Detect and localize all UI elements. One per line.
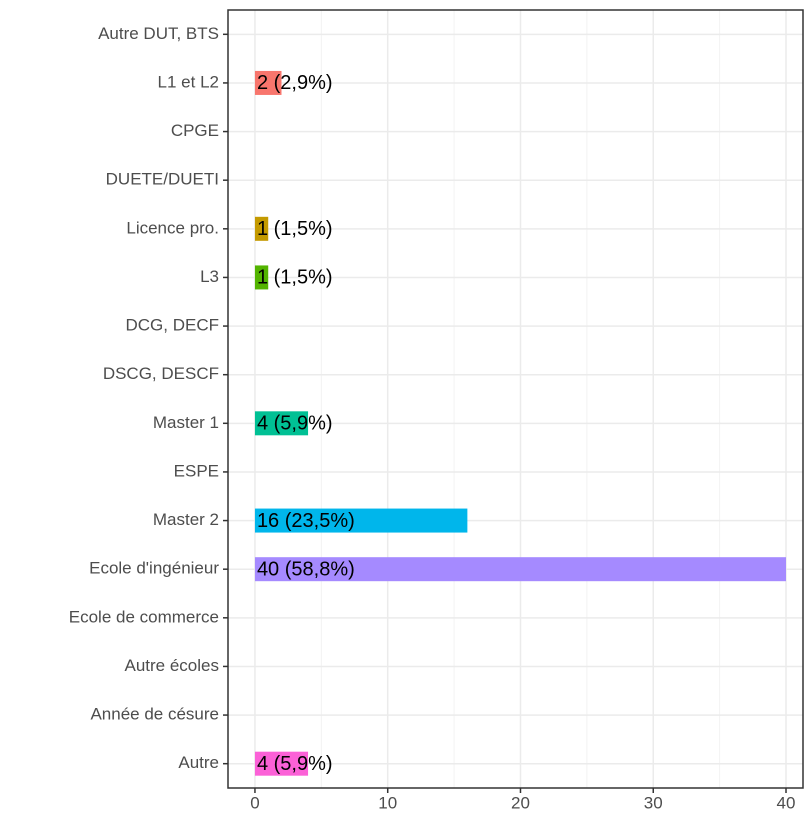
y-tick-label: Master 2 (153, 510, 219, 529)
y-tick-label: L3 (200, 267, 219, 286)
bar (254, 751, 309, 776)
y-tick-label: CPGE (171, 121, 219, 140)
bar (254, 557, 787, 582)
value-label: 16 (23,5%) (257, 510, 355, 532)
x-tick-label: 0 (250, 793, 259, 812)
bar (254, 508, 468, 533)
bar (254, 216, 269, 241)
y-tick-label: Autre DUT, BTS (98, 24, 219, 43)
y-tick-label: Année de césure (90, 705, 219, 724)
y-tick-label: DCG, DECF (126, 316, 220, 335)
x-tick-label: 40 (777, 793, 796, 812)
value-label: 1 (1,5%) (257, 267, 333, 289)
y-tick-label: Ecole de commerce (69, 607, 219, 626)
y-tick-label: Master 1 (153, 413, 219, 432)
x-tick-label: 30 (644, 793, 663, 812)
y-tick-label: Licence pro. (126, 218, 219, 237)
value-label: 40 (58,8%) (257, 558, 355, 580)
y-tick-label: DSCG, DESCF (103, 364, 219, 383)
bar (254, 70, 282, 95)
y-tick-label: ESPE (174, 461, 219, 480)
value-label: 2 (2,9%) (257, 72, 333, 94)
y-tick-label: Autre (178, 753, 219, 772)
x-tick-label: 10 (378, 793, 397, 812)
y-tick-label: Autre écoles (125, 656, 220, 675)
bar (254, 411, 309, 436)
value-label: 4 (5,9%) (257, 753, 333, 775)
bar (254, 265, 269, 290)
value-label: 1 (1,5%) (257, 218, 333, 240)
x-tick-label: 20 (511, 793, 530, 812)
y-tick-label: DUETE/DUETI (106, 170, 219, 189)
y-tick-label: Ecole d'ingénieur (89, 559, 219, 578)
panel-border (227, 9, 804, 789)
y-tick-label: L1 et L2 (158, 72, 219, 91)
value-label: 4 (5,9%) (257, 413, 333, 435)
